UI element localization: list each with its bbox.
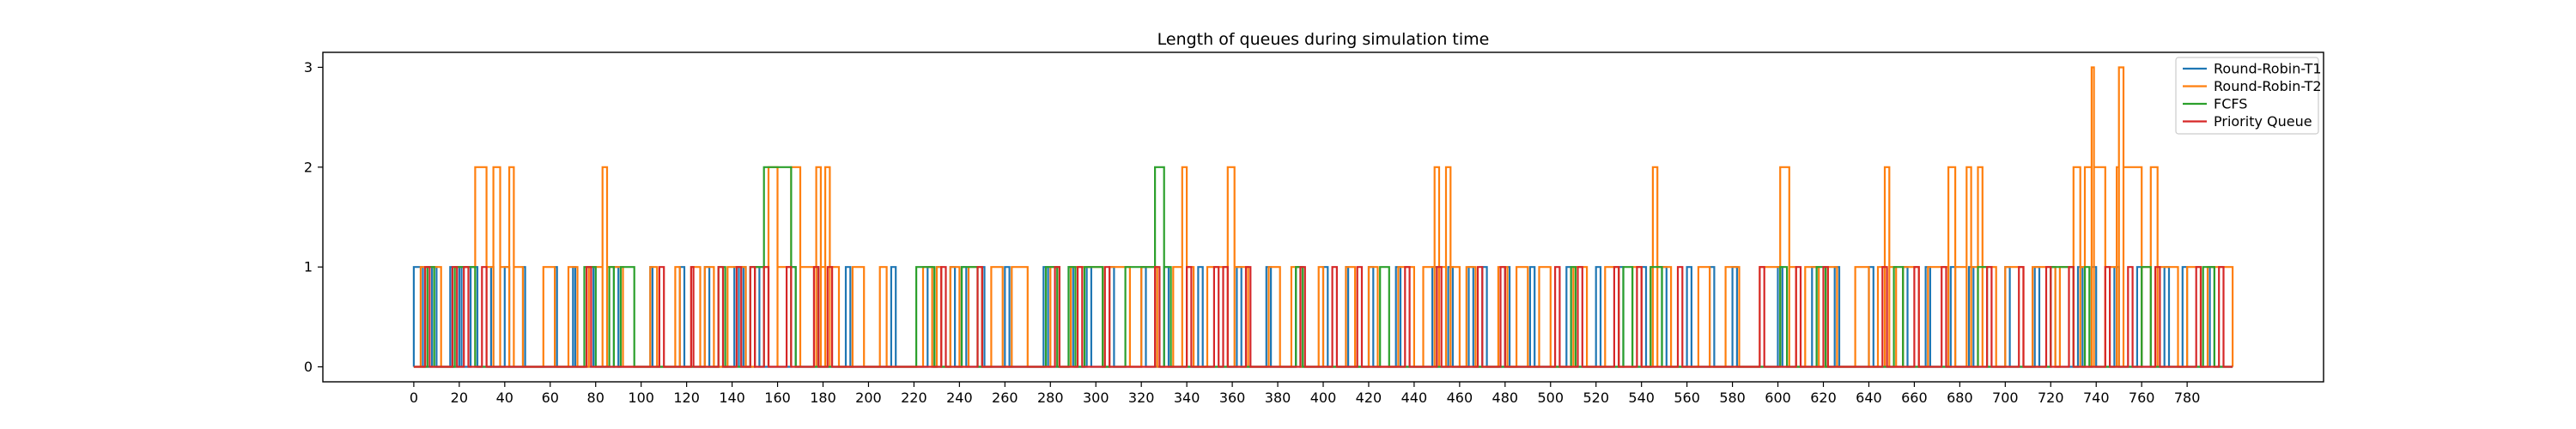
x-tick-label: 60: [542, 390, 559, 406]
x-tick-label: 40: [496, 390, 513, 406]
x-tick-label: 780: [2174, 390, 2201, 406]
x-tick-label: 720: [2038, 390, 2064, 406]
x-tick-label: 540: [1628, 390, 1655, 406]
y-tick-label: 3: [304, 59, 313, 76]
x-tick-label: 620: [1810, 390, 1837, 406]
x-tick-label: 280: [1037, 390, 1064, 406]
x-tick-label: 600: [1765, 390, 1791, 406]
legend-label: FCFS: [2214, 96, 2247, 112]
x-tick-label: 120: [673, 390, 700, 406]
chart-title: Length of queues during simulation time: [1157, 30, 1490, 49]
y-tick-label: 1: [304, 259, 313, 275]
x-tick-label: 140: [719, 390, 745, 406]
x-tick-label: 760: [2129, 390, 2155, 406]
x-tick-label: 380: [1265, 390, 1291, 406]
x-tick-label: 200: [855, 390, 882, 406]
x-tick-label: 20: [451, 390, 468, 406]
legend-label: Round-Robin-T2: [2214, 78, 2322, 94]
x-tick-label: 400: [1310, 390, 1337, 406]
x-tick-label: 320: [1128, 390, 1155, 406]
x-tick-label: 180: [810, 390, 836, 406]
x-tick-label: 580: [1719, 390, 1746, 406]
y-axis: 0 1 2 3: [304, 59, 323, 375]
x-tick-label: 500: [1537, 390, 1564, 406]
series-layer: [412, 66, 2234, 368]
x-tick-label: 300: [1083, 390, 1109, 406]
legend-label: Round-Robin-T1: [2214, 61, 2322, 77]
x-tick-label: 520: [1583, 390, 1609, 406]
x-tick-label: 160: [764, 390, 791, 406]
x-tick-label: 640: [1856, 390, 1882, 406]
x-tick-label: 220: [901, 390, 927, 406]
x-tick-label: 0: [410, 390, 418, 406]
x-tick-label: 100: [628, 390, 654, 406]
x-tick-label: 80: [587, 390, 605, 406]
x-tick-label: 260: [992, 390, 1018, 406]
y-tick-label: 2: [304, 159, 313, 175]
x-tick-label: 740: [2083, 390, 2110, 406]
x-tick-label: 460: [1447, 390, 1473, 406]
x-tick-label: 480: [1492, 390, 1519, 406]
x-tick-label: 680: [1947, 390, 1973, 406]
x-tick-label: 700: [1992, 390, 2019, 406]
series-line-4: [413, 266, 2233, 368]
legend-label: Priority Queue: [2214, 113, 2312, 130]
x-tick-label: 360: [1219, 390, 1246, 406]
legend-box: [2175, 57, 2319, 135]
x-tick-label: 560: [1674, 390, 1700, 406]
y-tick-label: 0: [304, 359, 313, 375]
x-tick-label: 240: [946, 390, 973, 406]
x-tick-label: 440: [1401, 390, 1428, 406]
x-tick-label: 340: [1174, 390, 1200, 406]
x-tick-label: 420: [1356, 390, 1382, 406]
x-axis: 0 20 40 60 80 100 120 140 160 180 200 220 240 260 280 3…: [410, 382, 2201, 406]
x-tick-label: 660: [1901, 390, 1928, 406]
